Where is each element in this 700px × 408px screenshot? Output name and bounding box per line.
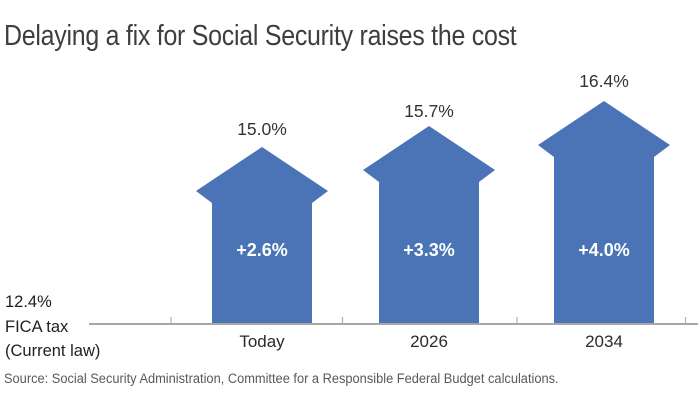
chart-title: Delaying a fix for Social Security raise… <box>4 20 517 52</box>
increase-label-today: +2.6% <box>236 240 288 260</box>
category-label-today: Today <box>239 332 285 351</box>
value-label-2026: 15.7% <box>404 101 454 121</box>
baseline-name: FICA tax <box>5 317 69 336</box>
source-note: Source: Social Security Administration, … <box>4 371 559 386</box>
category-label-2026: 2026 <box>410 332 448 351</box>
increase-label-2034: +4.0% <box>578 240 630 260</box>
baseline-label: 12.4% FICA tax (Current law) <box>5 290 100 364</box>
baseline-rate: 12.4% <box>5 293 52 311</box>
value-label-2034: 16.4% <box>579 71 629 91</box>
arrow-shape-today <box>196 147 328 323</box>
baseline-qualifier: (Current law) <box>5 342 101 360</box>
value-label-today: 15.0% <box>237 119 287 139</box>
increase-label-2026: +3.3% <box>403 240 455 260</box>
category-label-2034: 2034 <box>585 332 623 351</box>
arrow-shape-2034 <box>538 101 670 323</box>
arrow-shape-2026 <box>363 126 495 323</box>
